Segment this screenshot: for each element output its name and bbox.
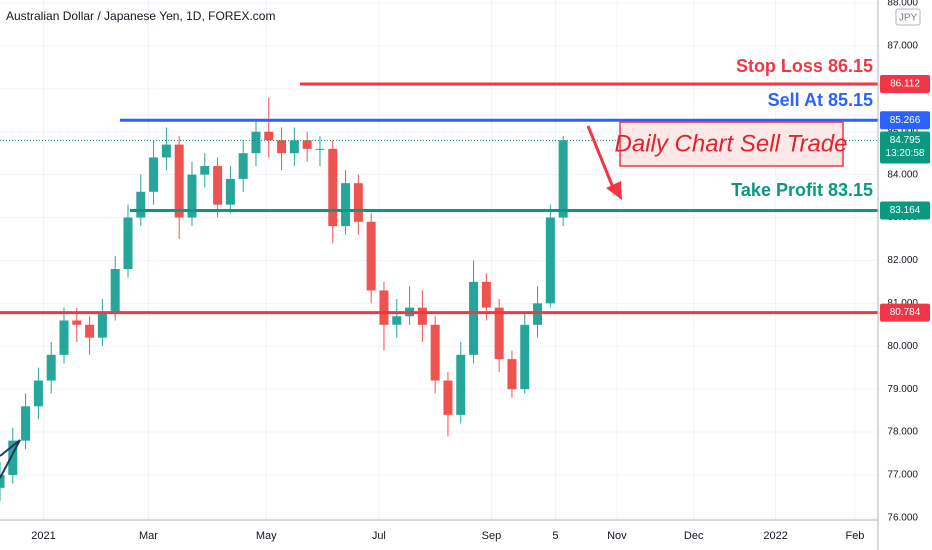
x-tick-label: 5 xyxy=(552,530,558,542)
level-name: Sell At 85.15 xyxy=(768,90,873,110)
y-tick-label: 76.000 xyxy=(887,512,918,523)
y-tick-label: 78.000 xyxy=(887,427,918,438)
x-tick-label: Sep xyxy=(482,530,502,542)
currency-box xyxy=(895,8,921,26)
candle-body xyxy=(494,307,504,360)
candle-body xyxy=(225,178,235,205)
candle-body xyxy=(187,174,197,218)
y-tick-label: 88.000 xyxy=(887,0,918,9)
x-tick-label: 2021 xyxy=(31,530,55,542)
y-tick-label: 81.000 xyxy=(887,298,918,309)
candle-body xyxy=(251,131,261,154)
candle-body xyxy=(302,140,312,149)
x-tick-label: May xyxy=(256,530,277,542)
candle-body xyxy=(264,131,274,141)
currency: JPY xyxy=(899,13,918,24)
candle-body xyxy=(97,311,107,338)
candle-body xyxy=(33,380,43,407)
last-price-badge xyxy=(880,131,930,164)
candle-body xyxy=(507,359,517,390)
candle-body xyxy=(545,217,555,304)
candle-body xyxy=(59,320,69,355)
x-tick-label: 2022 xyxy=(763,530,787,542)
x-tick-label: Dec xyxy=(684,530,704,542)
candle-body xyxy=(21,406,31,441)
level-badge xyxy=(880,303,930,322)
level-name: Take Profit 83.15 xyxy=(731,180,873,200)
annotation: Daily Chart Sell Trade xyxy=(615,130,848,157)
candle-body xyxy=(174,144,184,218)
candle-body xyxy=(430,324,440,381)
candle-body xyxy=(443,380,453,415)
chart-title: Australian Dollar / Japanese Yen, 1D, FO… xyxy=(6,9,275,23)
candle-body xyxy=(136,191,146,218)
y-tick-label: 82.000 xyxy=(887,255,918,266)
candle-body xyxy=(213,166,223,205)
level-badge xyxy=(880,75,930,94)
level-badge-label: 83.164 xyxy=(890,205,921,216)
candle-body xyxy=(353,183,363,222)
candle-body xyxy=(289,140,299,154)
candle-body xyxy=(85,324,95,338)
level-badge xyxy=(880,201,930,220)
x-tick-label: Feb xyxy=(845,530,864,542)
x-tick-label: Nov xyxy=(607,530,627,542)
candle-body xyxy=(469,281,479,355)
y-tick-label: 84.000 xyxy=(887,169,918,180)
annotation-box xyxy=(619,121,844,167)
candle-body xyxy=(161,144,171,158)
candle-body xyxy=(110,269,120,312)
arrow-shaft xyxy=(586,125,616,191)
candle-body xyxy=(0,474,5,488)
candle-body xyxy=(379,290,389,325)
countdown: 13:20:58 xyxy=(886,148,925,159)
candle-body xyxy=(46,354,56,381)
candle-body xyxy=(149,157,159,192)
arrow-head xyxy=(606,181,622,200)
candle-body xyxy=(481,281,491,308)
level-name: Stop Loss 86.15 xyxy=(736,56,873,76)
candle-body xyxy=(558,140,568,218)
y-tick-label: 80.000 xyxy=(887,341,918,352)
drawing-triangle xyxy=(0,439,21,479)
x-tick-label: Jul xyxy=(372,530,386,542)
candle-body xyxy=(72,320,82,325)
candle-body xyxy=(8,440,18,475)
level-badge-label: 85.266 xyxy=(890,115,921,126)
candle-body xyxy=(417,307,427,325)
candle-body xyxy=(238,153,248,179)
level-badge-label: 86.112 xyxy=(890,79,920,90)
level-badge-label: 80.784 xyxy=(890,307,921,318)
candle-body xyxy=(328,148,338,227)
y-tick-label: 77.000 xyxy=(887,470,918,481)
y-tick-label: 79.000 xyxy=(887,384,918,395)
candle-body xyxy=(456,354,466,415)
candle-body xyxy=(200,166,210,175)
candle-body xyxy=(277,140,287,154)
level-badge xyxy=(880,111,930,130)
candle-body xyxy=(123,217,133,270)
candle-body xyxy=(520,324,530,390)
x-tick-label: Mar xyxy=(139,530,158,542)
y-tick-label: 87.000 xyxy=(887,41,918,52)
candle-body xyxy=(315,148,325,150)
candle-body xyxy=(341,183,351,227)
last-price-label: 84.795 xyxy=(890,135,921,146)
candle-body xyxy=(392,316,402,325)
candle-body xyxy=(366,221,376,291)
